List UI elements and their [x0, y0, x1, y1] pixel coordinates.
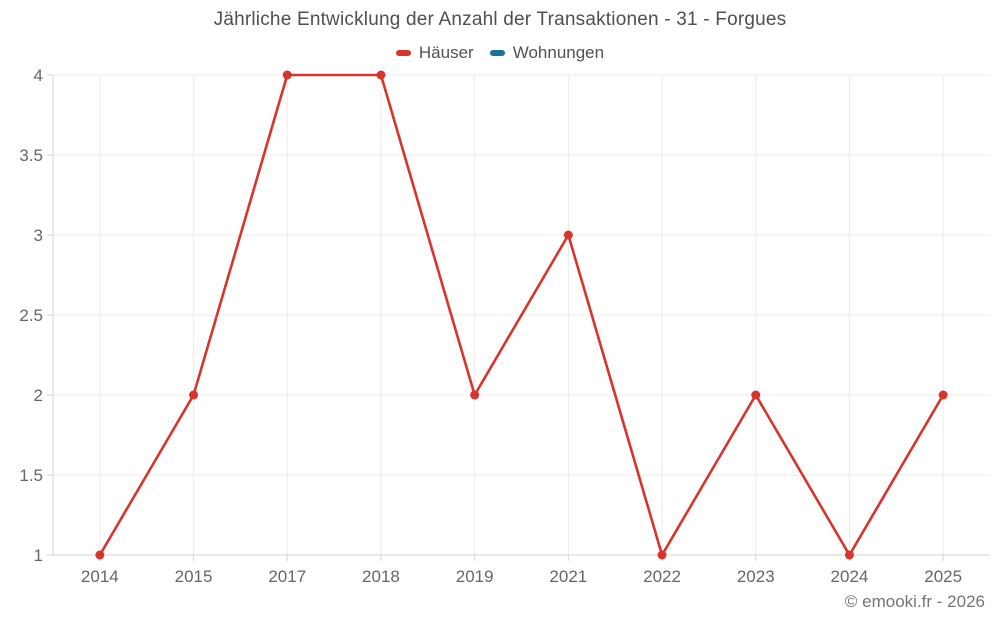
legend-label-hauser: Häuser: [418, 43, 474, 62]
legend-item-hauser[interactable]: Häuser: [395, 43, 474, 63]
data-point-häuser[interactable]: [751, 390, 761, 400]
series-line-häuser: [98, 73, 945, 557]
x-tick-label: 2017: [268, 567, 306, 586]
hauser-series-swatch-icon: [395, 50, 411, 56]
watermark: © emooki.fr - 2026: [844, 592, 985, 611]
data-point-häuser[interactable]: [657, 550, 667, 560]
y-tick-label: 1.5: [19, 466, 43, 485]
y-tick-label: 3: [34, 226, 43, 245]
x-tick-label: 2015: [175, 567, 213, 586]
data-point-häuser[interactable]: [563, 230, 573, 240]
data-point-häuser[interactable]: [376, 70, 386, 80]
x-tick-label: 2024: [831, 567, 869, 586]
chart-title: Jährliche Entwicklung der Anzahl der Tra…: [213, 9, 787, 30]
legend-item-wohnungen[interactable]: Wohnungen: [489, 43, 605, 63]
y-tick-label: 1: [34, 546, 43, 565]
x-tick-label: 2019: [456, 567, 494, 586]
data-point-häuser[interactable]: [470, 390, 480, 400]
y-tick-label: 2: [34, 386, 43, 405]
x-tick-label: 2014: [81, 567, 119, 586]
data-point-häuser[interactable]: [282, 70, 292, 80]
y-tick-label: 3.5: [19, 146, 43, 165]
y-tick-label: 2.5: [19, 306, 43, 325]
legend-label-wohnungen: Wohnungen: [512, 43, 605, 62]
x-tick-label: 2021: [549, 567, 587, 586]
legend: Häuser Wohnungen: [0, 43, 1000, 63]
wohnungen-series-swatch-icon: [489, 50, 505, 56]
data-point-häuser[interactable]: [189, 390, 199, 400]
x-tick-label: 2025: [924, 567, 962, 586]
data-point-häuser[interactable]: [938, 390, 948, 400]
data-point-häuser[interactable]: [844, 550, 854, 560]
x-tick-label: 2018: [362, 567, 400, 586]
y-tick-label: 4: [34, 66, 43, 85]
x-tick-label: 2022: [643, 567, 681, 586]
data-point-häuser[interactable]: [95, 550, 105, 560]
x-tick-label: 2023: [737, 567, 775, 586]
